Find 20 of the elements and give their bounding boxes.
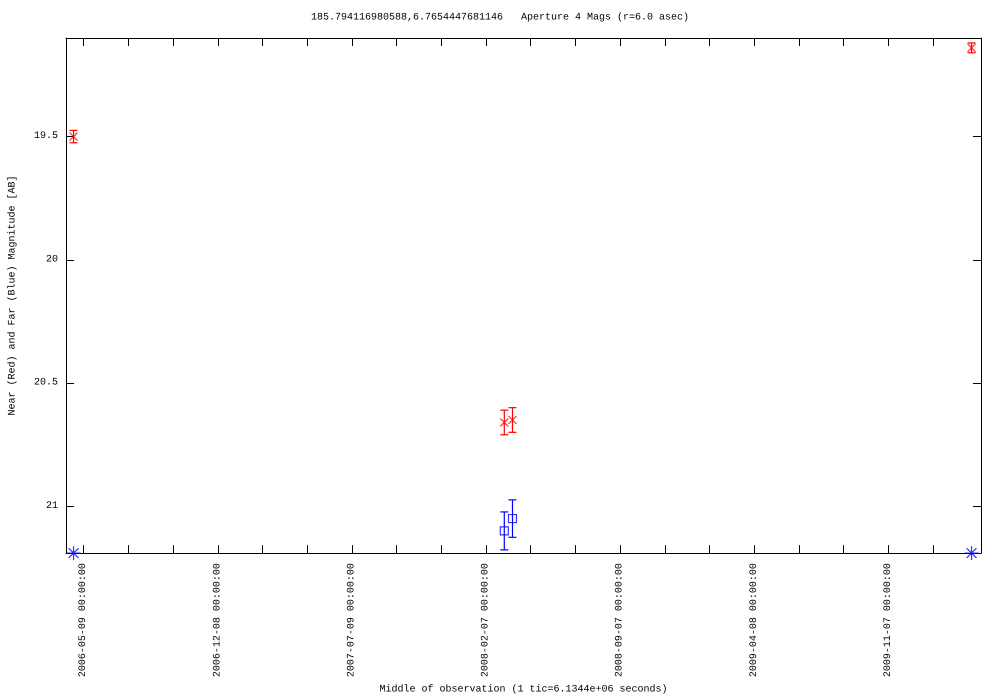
x-tick-label: 2009-04-08 00:00:00 [748,563,760,678]
y-tick-label: 20.5 [34,378,58,389]
point [508,514,518,524]
y-tick-label: 20 [46,254,58,266]
point [66,545,82,561]
chart-title: 185.794116980588,6.7654447681146 Aperture 4 Mags (r=6.0 asec) [310,12,690,24]
y-axis-title: Near (Red) and Far (Blue) Magnitude [AB] [6,176,18,416]
x-tick-label: 2006-12-08 00:00:00 [212,563,224,678]
x-tick-label: 2009-11-07 00:00:00 [882,563,894,678]
x-tick-label: 2008-09-07 00:00:00 [614,563,626,678]
y-tick-label: 19.5 [34,131,58,142]
y-tick-label: 21 [46,500,58,512]
x-tick-label: 2008-02-07 00:00:00 [480,563,492,678]
point [500,526,509,536]
point [500,418,509,428]
point [964,545,980,561]
point [508,415,518,425]
x-tick-label: 2006-05-09 00:00:00 [78,563,90,678]
x-tick-label: 2007-07-09 00:00:00 [346,563,358,678]
x-axis-title: Middle of observation (1 tic=6.1344e+06 seconds) [379,684,668,696]
